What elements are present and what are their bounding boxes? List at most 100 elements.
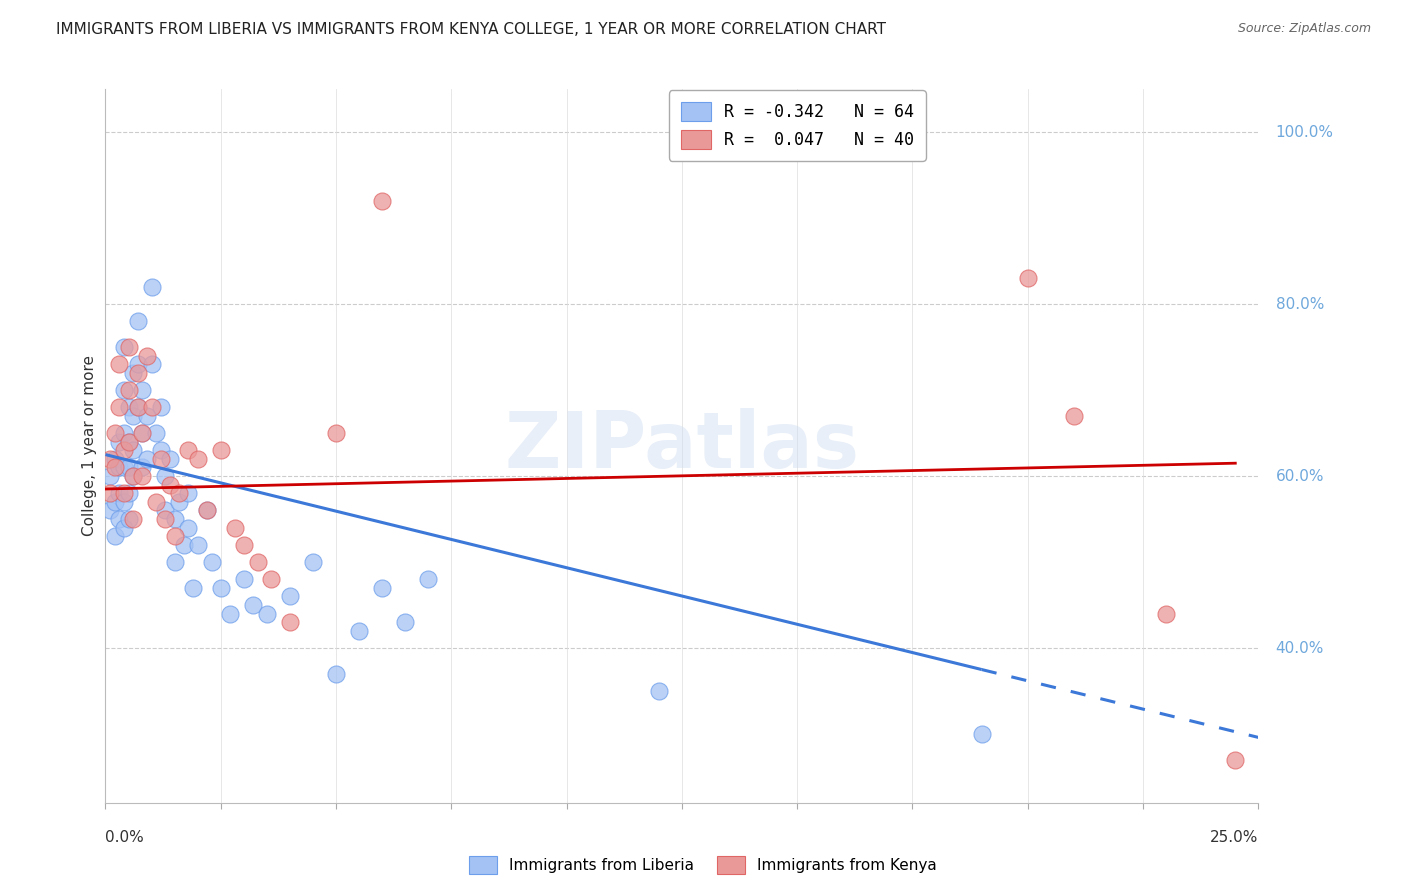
Point xyxy=(122,469,145,483)
Point xyxy=(98,503,121,517)
Point xyxy=(149,401,172,415)
Point xyxy=(117,401,139,415)
Text: 25.0%: 25.0% xyxy=(1211,830,1258,845)
Point xyxy=(127,401,149,415)
Point xyxy=(347,624,370,638)
Point xyxy=(177,486,200,500)
Point xyxy=(117,434,139,449)
Point xyxy=(648,684,671,698)
Point xyxy=(173,538,195,552)
Point xyxy=(141,357,163,371)
Point xyxy=(371,581,394,595)
Text: 100.0%: 100.0% xyxy=(1275,125,1334,140)
Point xyxy=(98,469,121,483)
Point xyxy=(418,572,440,586)
Point xyxy=(1154,607,1177,621)
Point xyxy=(163,512,186,526)
Point xyxy=(159,451,181,466)
Point xyxy=(155,503,177,517)
Point xyxy=(219,607,242,621)
Point xyxy=(278,615,301,630)
Point xyxy=(155,469,177,483)
Point xyxy=(159,477,181,491)
Point xyxy=(117,460,139,475)
Legend: Immigrants from Liberia, Immigrants from Kenya: Immigrants from Liberia, Immigrants from… xyxy=(464,850,942,880)
Point xyxy=(242,598,264,612)
Point xyxy=(232,538,254,552)
Point xyxy=(112,426,135,441)
Point xyxy=(122,443,145,458)
Point xyxy=(145,495,167,509)
Point xyxy=(325,426,347,441)
Text: 40.0%: 40.0% xyxy=(1275,640,1324,656)
Point xyxy=(209,581,232,595)
Point xyxy=(181,581,204,595)
Point xyxy=(104,451,127,466)
Point xyxy=(122,469,145,483)
Point xyxy=(131,460,153,475)
Point xyxy=(371,194,394,208)
Point xyxy=(112,495,135,509)
Point xyxy=(108,460,131,475)
Text: IMMIGRANTS FROM LIBERIA VS IMMIGRANTS FROM KENYA COLLEGE, 1 YEAR OR MORE CORRELA: IMMIGRANTS FROM LIBERIA VS IMMIGRANTS FR… xyxy=(56,22,886,37)
Point xyxy=(108,357,131,371)
Y-axis label: College, 1 year or more: College, 1 year or more xyxy=(82,356,97,536)
Point xyxy=(112,486,135,500)
Point xyxy=(1017,271,1039,285)
Point xyxy=(260,572,283,586)
Point xyxy=(104,495,127,509)
Point xyxy=(131,426,153,441)
Point xyxy=(200,555,222,569)
Point xyxy=(117,340,139,354)
Point xyxy=(98,451,121,466)
Point xyxy=(131,383,153,397)
Point xyxy=(167,495,190,509)
Point xyxy=(122,512,145,526)
Point xyxy=(136,409,159,423)
Point xyxy=(108,401,131,415)
Point xyxy=(970,727,993,741)
Point xyxy=(108,512,131,526)
Point xyxy=(117,383,139,397)
Point xyxy=(394,615,416,630)
Point xyxy=(112,460,135,475)
Text: 0.0%: 0.0% xyxy=(105,830,145,845)
Point xyxy=(187,451,209,466)
Point xyxy=(163,529,186,543)
Point xyxy=(325,666,347,681)
Point xyxy=(112,383,135,397)
Point xyxy=(122,366,145,380)
Point xyxy=(108,434,131,449)
Point xyxy=(141,280,163,294)
Point xyxy=(98,486,121,500)
Point xyxy=(117,434,139,449)
Point xyxy=(149,443,172,458)
Point xyxy=(195,503,218,517)
Point xyxy=(149,451,172,466)
Point xyxy=(232,572,254,586)
Point xyxy=(127,366,149,380)
Point xyxy=(122,409,145,423)
Text: ZIPatlas: ZIPatlas xyxy=(505,408,859,484)
Text: 60.0%: 60.0% xyxy=(1275,468,1324,483)
Point xyxy=(1063,409,1085,423)
Point xyxy=(177,521,200,535)
Point xyxy=(136,349,159,363)
Text: 80.0%: 80.0% xyxy=(1275,297,1324,311)
Point xyxy=(167,486,190,500)
Point xyxy=(127,357,149,371)
Point xyxy=(104,460,127,475)
Point xyxy=(145,426,167,441)
Point xyxy=(1225,753,1247,767)
Point xyxy=(246,555,269,569)
Point xyxy=(131,469,153,483)
Point xyxy=(127,314,149,328)
Point xyxy=(302,555,325,569)
Point xyxy=(209,443,232,458)
Point xyxy=(104,529,127,543)
Point xyxy=(141,401,163,415)
Point xyxy=(108,486,131,500)
Point xyxy=(163,555,186,569)
Point xyxy=(112,521,135,535)
Point xyxy=(256,607,278,621)
